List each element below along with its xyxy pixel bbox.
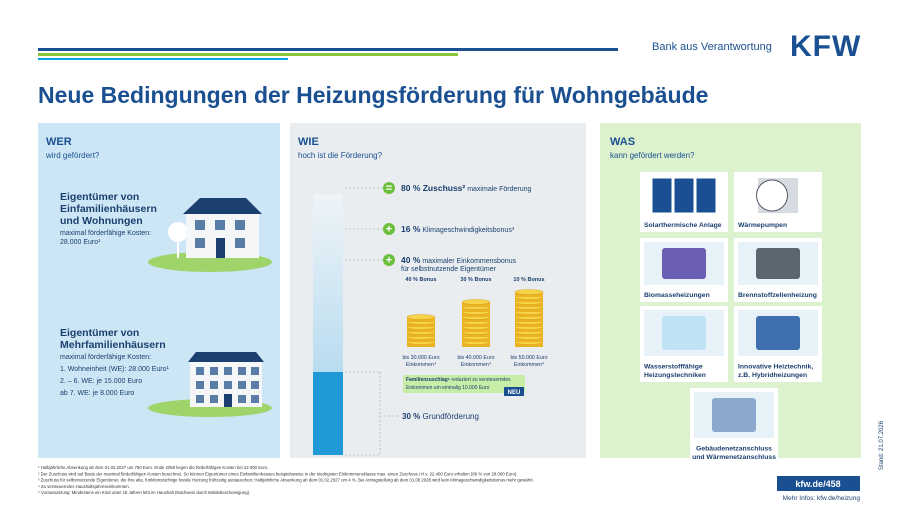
icon: [756, 179, 788, 212]
coin-top: [461, 299, 491, 305]
footnote: ² Der Zuschuss wird auf Basis der maxima…: [38, 471, 518, 476]
stripe: [38, 48, 618, 51]
family-text: reduziert zu versteuerndes: [451, 377, 511, 383]
bonus-label: 30 % Bonus: [460, 277, 491, 283]
icon: [651, 177, 673, 214]
tile-label: Heizungstechniken: [644, 372, 706, 379]
icon: [712, 398, 756, 432]
tile-label: Brennstoffzellenheizung: [738, 292, 817, 299]
item-text: maximaler Einkommensbonus: [422, 258, 516, 265]
bar-base: [313, 372, 343, 455]
tile-label: Innovative Heiztechnik,: [738, 364, 813, 371]
base: 30 % Grundförderung: [402, 412, 479, 421]
item-strong: 80 % Zuschuss²: [401, 183, 465, 193]
footnote: ⁴ Zu versteuerndes Haushaltsjahreseinkom…: [38, 484, 130, 489]
icon: [756, 316, 800, 350]
tile-label: Wasserstofffähige: [644, 364, 703, 371]
group-line: ab 7. WE: je 8.000 Euro: [60, 390, 134, 397]
coin-top: [406, 314, 436, 320]
date: Stand: 21.07.2026: [879, 420, 885, 470]
tile-label: Solarthermische Anlage: [644, 222, 722, 229]
item-text2: für selbstnutzende Eigentümer: [401, 266, 497, 273]
footnote: ¹ Halbjährliche Absenkung ab dem 01.02.2…: [38, 465, 269, 470]
heading: WAS: [610, 136, 635, 148]
group-title: Einfamilienhäusern: [60, 203, 157, 215]
tagline: Bank aus Verantwortung: [652, 41, 772, 53]
group-line: 1. Wohneinheit (WE): 28.000 Euro¹: [60, 366, 169, 373]
item: 16 % Klimageschwindigkeitsbonus³: [401, 224, 515, 234]
bonus-label: 40 % Bonus: [405, 277, 436, 283]
subheading: kann gefördert werden?: [610, 151, 695, 160]
badge: [504, 387, 524, 396]
bonus-income: Einkommen⁴: [461, 362, 492, 368]
icon: [662, 248, 706, 279]
bonus-income: Einkommen⁴: [406, 362, 437, 368]
tile-label: und Wärmenetzanschluss: [692, 454, 776, 461]
heading: WER: [46, 136, 72, 148]
tile-label: Gebäudenetzanschluss: [696, 446, 772, 453]
item-text: maximale Förderung: [467, 186, 531, 193]
bonus-income: bis 40.000 Euro: [457, 355, 494, 361]
group-title: Mehrfamilienhäusern: [60, 339, 166, 351]
family-text: Familienzuschlag⁵ reduziert zu versteuer…: [406, 377, 511, 383]
symbol: +: [386, 255, 392, 267]
symbol: =: [386, 183, 392, 195]
tile-label: Wärmepumpen: [738, 222, 787, 229]
stripe: [38, 53, 458, 56]
symbol-circle: [383, 254, 395, 266]
symbol: +: [386, 224, 392, 236]
bar-top: [313, 195, 343, 372]
item: 80 % Zuschuss² maximale Förderung: [401, 183, 532, 193]
icon: [662, 316, 706, 350]
link[interactable]: kfw.de/458: [795, 479, 840, 489]
heading: WIE: [298, 136, 319, 148]
bonus-income: bis 50.000 Euro: [510, 355, 547, 361]
item-strong: 16 %: [401, 224, 421, 234]
group-title: Eigentümer von: [60, 191, 139, 203]
group-line: 2. – 6. WE: je 15.000 Euro: [60, 378, 142, 385]
footnote: ⁵ Voraussetzung: Mindestens ein Kind unt…: [38, 490, 250, 495]
symbol-circle: [383, 182, 395, 194]
subheading: hoch ist die Förderung?: [298, 151, 383, 160]
coins: [406, 289, 544, 347]
item-strong: 40 %: [401, 255, 421, 265]
bonus-income: Einkommen⁴: [514, 362, 545, 368]
footnote: ³ Zuschuss für selbstnutzende Eigentümer…: [38, 478, 534, 483]
base-strong: 30 %: [402, 412, 420, 421]
title: Neue Bedingungen der Heizungsförderung f…: [38, 82, 708, 108]
more-info: Mehr Infos: kfw.de/heizung: [783, 495, 861, 502]
tile-label: Biomasseheizungen: [644, 292, 710, 299]
symbol-circle: [383, 223, 395, 235]
link-box[interactable]: [777, 476, 860, 491]
icon: [673, 177, 695, 214]
family-box: [403, 375, 525, 393]
family-strong: Familienzuschlag⁵: [406, 377, 451, 383]
stripe: [38, 58, 288, 60]
house-single: [148, 198, 272, 272]
item: 40 % maximaler Einkommensbonus: [401, 255, 517, 265]
logo: KFW: [790, 30, 861, 63]
group-line: maximal förderfähige Kosten:: [60, 230, 151, 237]
group-title: und Wohnungen: [60, 215, 143, 227]
base-text: Grundförderung: [422, 412, 478, 421]
group-line: 28.000 Euro¹: [60, 239, 101, 246]
badge-text: NEU: [508, 390, 521, 396]
item-text: Klimageschwindigkeitsbonus³: [422, 227, 514, 234]
subheading: wird gefördert?: [45, 151, 100, 160]
icon: [756, 248, 800, 279]
bonus-label: 10 % Bonus: [513, 277, 544, 283]
house-multi: [148, 352, 272, 417]
group-line: maximal förderfähige Kosten:: [60, 354, 151, 361]
tile-label: z.B. Hybridheizungen: [738, 372, 807, 379]
bonus-income: bis 30.000 Euro: [402, 355, 439, 361]
icon: [695, 177, 717, 214]
guides: [345, 187, 398, 456]
family-text2: Einkommen um einmalig 10.000 Euro: [406, 385, 490, 391]
coin-top: [514, 289, 544, 295]
group-title: Eigentümer von: [60, 327, 139, 339]
